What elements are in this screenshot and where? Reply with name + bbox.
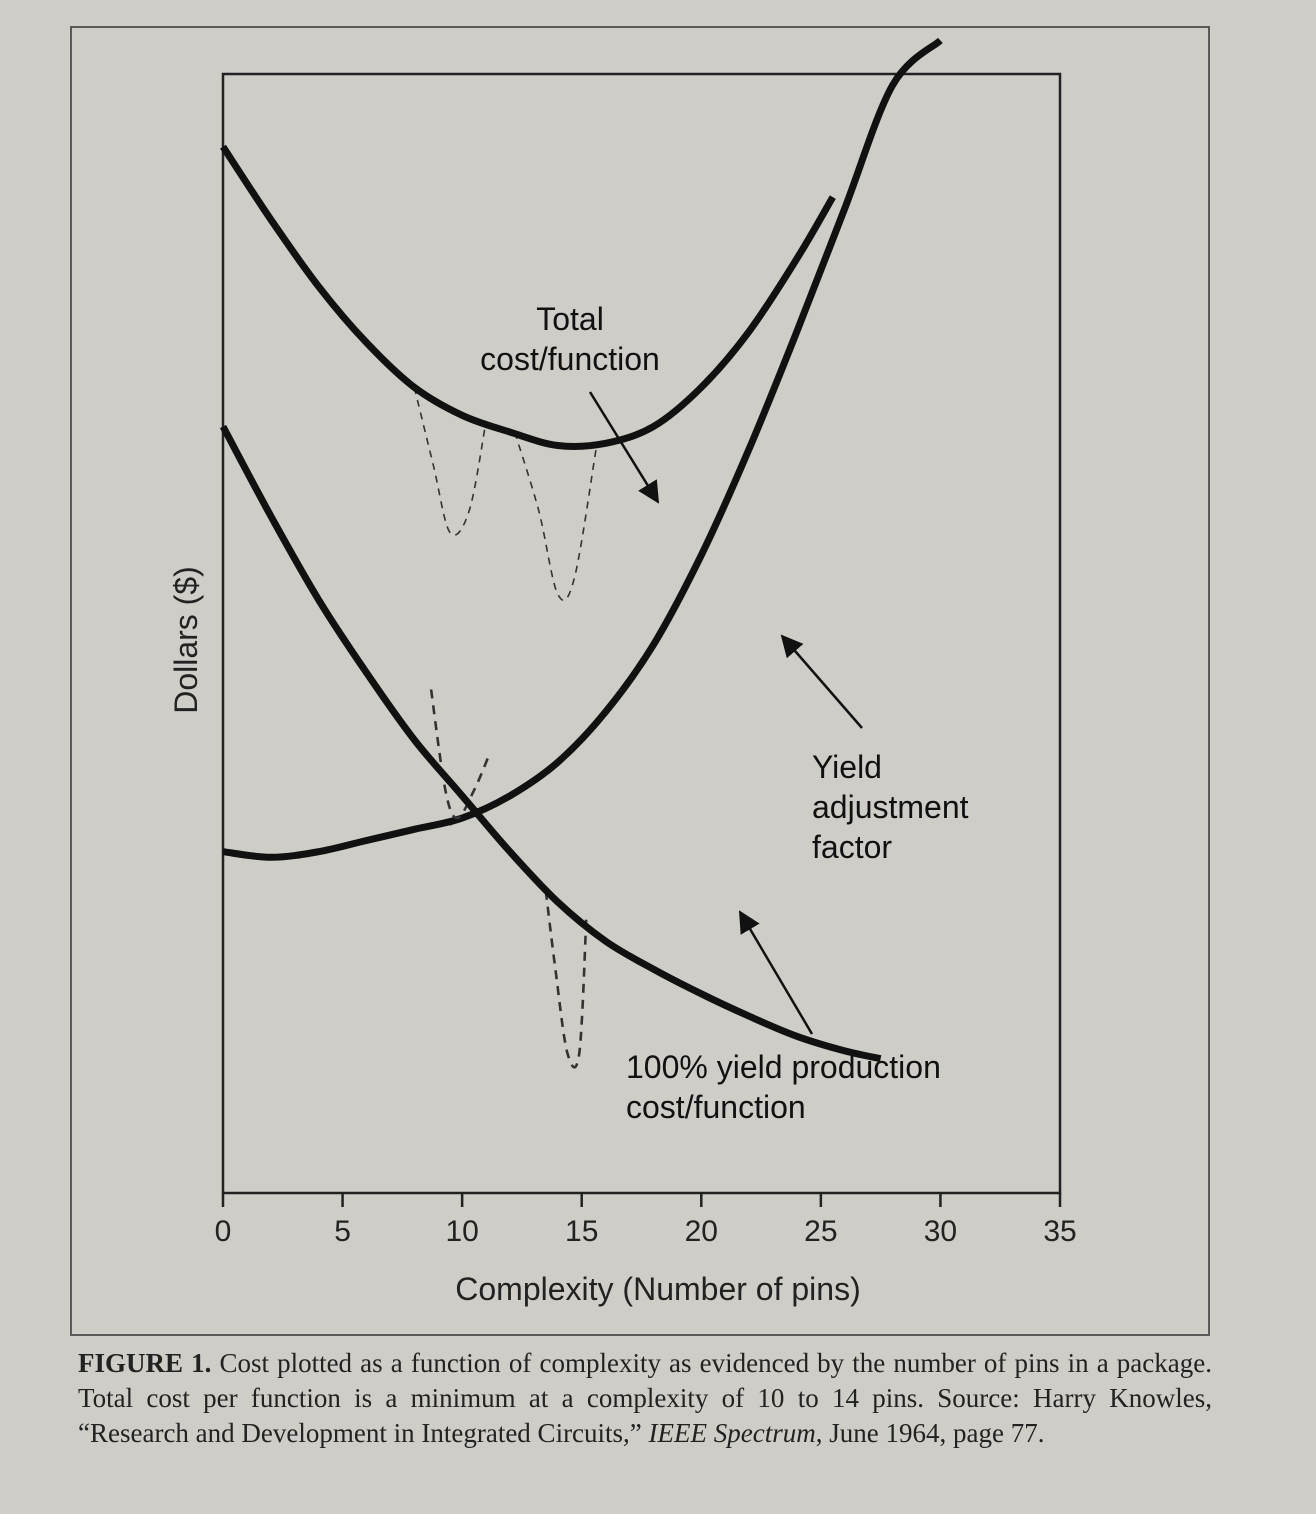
y-axis-label: Dollars ($) xyxy=(168,566,204,714)
annotation-label-line: Yield xyxy=(812,749,882,785)
annotation-label-line: factor xyxy=(812,829,892,865)
annotation-label-line: cost/function xyxy=(480,341,660,377)
annotation-yield-adjustment-factor: Yield adjustment factor xyxy=(780,634,969,865)
caption-label: FIGURE 1. xyxy=(78,1348,212,1378)
annotations: Total cost/function Yield adjustment factor 1… xyxy=(480,301,968,1125)
x-tick-label: 5 xyxy=(334,1215,351,1248)
series-line-100-yield-production-cost-function xyxy=(219,424,882,1063)
series-line-total-cost-function xyxy=(220,144,836,450)
x-tick-label: 25 xyxy=(804,1215,837,1248)
figure-caption: FIGURE 1. Cost plotted as a function of … xyxy=(78,1346,1212,1451)
caption-journal: IEEE Spectrum xyxy=(648,1418,816,1448)
x-tick-label: 35 xyxy=(1043,1215,1076,1248)
x-tick-label: 20 xyxy=(685,1215,718,1248)
plot-area-border xyxy=(221,72,1062,1195)
x-ticks: 0 5 10 15 20 25 30 35 xyxy=(215,1193,1077,1248)
dashed-dip-100-yield-production-cost-function xyxy=(429,689,490,820)
x-tick-label: 30 xyxy=(924,1215,957,1248)
caption-text: Cost plotted as a function of complexity… xyxy=(78,1348,1212,1448)
annotation-arrow xyxy=(588,391,660,504)
annotation-label-line: 100% yield production xyxy=(626,1049,941,1085)
figure-frame xyxy=(70,26,1210,1336)
axes xyxy=(221,72,1062,1195)
annotation-label-line: cost/function xyxy=(626,1089,806,1125)
series-line-yield-adjustment-factor xyxy=(222,37,943,861)
dashed-dip-total-cost-function xyxy=(514,431,597,602)
annotation-100-yield-production-cost-function: 100% yield production cost/function xyxy=(626,910,941,1125)
x-tick-label: 15 xyxy=(565,1215,598,1248)
annotation-total-cost-function: Total cost/function xyxy=(480,301,660,504)
dashed-dip-total-cost-function xyxy=(413,387,487,536)
annotation-label-line: adjustment xyxy=(812,789,969,825)
annotation-arrow xyxy=(738,910,814,1035)
x-tick-label: 10 xyxy=(445,1215,478,1248)
annotation-label-line: Total xyxy=(536,301,604,337)
x-tick-label: 0 xyxy=(215,1215,232,1248)
series-layer xyxy=(219,37,943,1069)
caption-text-end: , June 1964, page 77. xyxy=(815,1418,1045,1448)
x-axis-label: Complexity (Number of pins) xyxy=(455,1271,860,1307)
cost-complexity-chart: 0 5 10 15 20 25 30 35 Total cost/function Yield ad… xyxy=(168,37,1077,1307)
dashed-dip-100-yield-production-cost-function xyxy=(544,890,588,1069)
annotation-arrow xyxy=(780,634,863,729)
